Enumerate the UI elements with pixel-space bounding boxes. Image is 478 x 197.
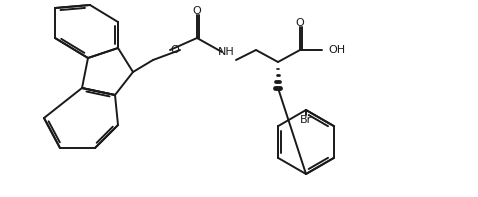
Text: NH: NH [217, 47, 234, 57]
Text: OH: OH [328, 45, 345, 55]
Text: O: O [171, 45, 179, 55]
Text: O: O [193, 6, 201, 16]
Text: O: O [295, 18, 304, 28]
Text: Br: Br [300, 115, 312, 125]
